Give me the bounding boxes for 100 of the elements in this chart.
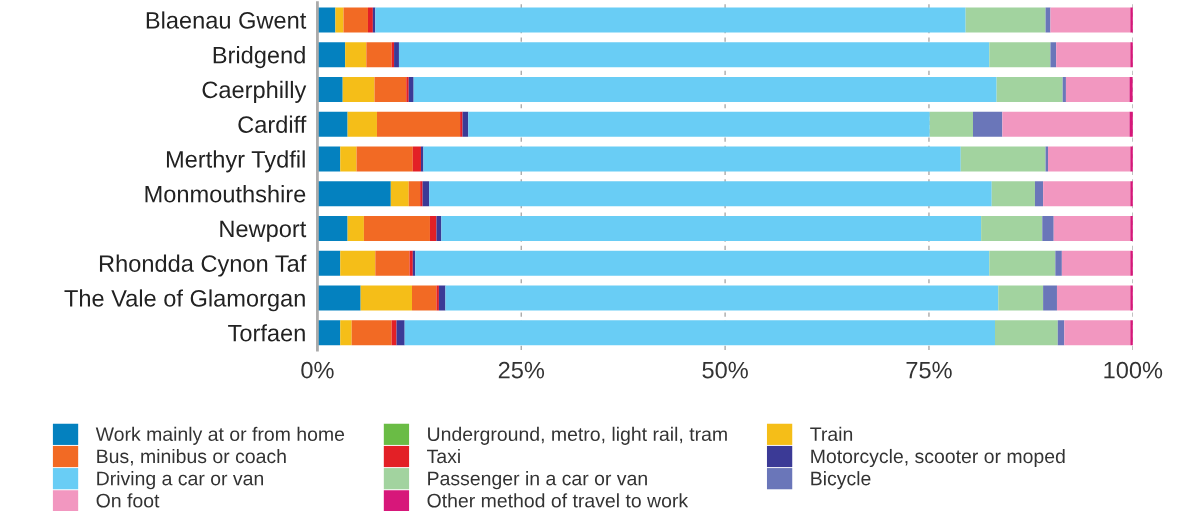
bar <box>363 215 430 241</box>
bar <box>423 146 961 172</box>
bar <box>374 76 407 102</box>
bar <box>460 111 463 137</box>
y-tick-label: Caerphilly <box>202 80 307 103</box>
bar <box>347 215 364 241</box>
y-tick-label: Rhondda Cynon Taf <box>99 254 307 277</box>
bar <box>356 146 413 172</box>
bar <box>989 250 1056 276</box>
bar <box>422 181 430 207</box>
bar <box>412 285 437 311</box>
bar <box>995 320 1058 346</box>
bar <box>317 111 348 137</box>
bar <box>408 181 421 207</box>
bar <box>436 285 439 311</box>
x-tick-label: 75% <box>906 361 952 379</box>
bar <box>391 320 397 346</box>
bar <box>1050 42 1057 68</box>
bar <box>366 42 392 68</box>
bar <box>989 42 1051 68</box>
y-tick-label: Blaenau Gwent <box>146 11 307 29</box>
bar <box>1042 215 1054 241</box>
bar <box>317 181 391 207</box>
bar <box>1057 320 1065 346</box>
bar <box>441 215 982 241</box>
bar <box>335 7 344 33</box>
y-tick-label: Merthyr Tydfil <box>166 150 305 173</box>
legend-label: On foot <box>96 493 160 508</box>
legend-label: Underground, metro, light rail, tram <box>428 426 727 445</box>
bar <box>415 250 990 276</box>
y-tick-label: Monmouthshire <box>145 185 306 203</box>
bar <box>317 76 343 102</box>
bar <box>1050 7 1131 33</box>
bar <box>413 76 997 102</box>
legend-label: Motorcycle, scooter or moped <box>811 448 1065 468</box>
bar <box>991 181 1035 207</box>
legend-label: Bus, minibus or coach <box>97 448 286 466</box>
bar <box>367 7 373 33</box>
legend-label: Other method of travel to work <box>427 493 689 508</box>
bar <box>347 111 377 137</box>
bar <box>996 76 1063 102</box>
bar <box>342 76 375 102</box>
bar <box>1064 320 1131 346</box>
x-tick-label: 0% <box>301 361 334 379</box>
x-tick-label: 50% <box>702 361 748 379</box>
legend-label: Bicycle <box>811 471 871 490</box>
bar <box>340 250 376 276</box>
bar <box>981 215 1043 241</box>
bar <box>445 285 999 311</box>
bar <box>1056 285 1131 311</box>
bar <box>998 285 1044 311</box>
y-tick-label: Torfaen <box>228 324 305 342</box>
bar <box>1053 215 1131 241</box>
bar <box>343 7 368 33</box>
bar <box>398 42 990 68</box>
bar <box>340 146 357 172</box>
bar <box>1043 181 1131 207</box>
x-tick-label: 100% <box>1104 361 1163 379</box>
bar <box>1043 285 1057 311</box>
y-tick-label: The Vale of Glamorgan <box>64 289 305 312</box>
bar <box>317 250 341 276</box>
bar <box>375 250 410 276</box>
bar <box>1065 76 1130 102</box>
bar <box>1048 146 1131 172</box>
bar <box>1056 42 1131 68</box>
bar <box>317 146 341 172</box>
bar <box>390 181 409 207</box>
y-tick-label: Cardiff <box>238 115 307 133</box>
bar <box>972 111 1003 137</box>
legend-label: Taxi <box>427 448 460 464</box>
bar <box>960 146 1046 172</box>
bar <box>317 320 341 346</box>
bar <box>404 320 995 346</box>
x-tick-label: 25% <box>498 361 545 379</box>
bar <box>317 285 361 311</box>
bar <box>438 285 446 311</box>
bar <box>429 215 437 241</box>
y-tick-label: Newport <box>220 220 307 242</box>
bar <box>412 146 421 172</box>
bar <box>965 7 1046 33</box>
bar <box>345 42 367 68</box>
bar <box>317 215 348 241</box>
legend-label: Passenger in a car or van <box>428 471 647 490</box>
bar <box>420 181 423 207</box>
bar <box>340 320 352 346</box>
legend-label: Train <box>810 426 853 442</box>
bar <box>351 320 392 346</box>
bar <box>360 285 412 311</box>
bar <box>436 215 442 241</box>
legend-label: Work mainly at or from home <box>95 426 345 445</box>
bar <box>429 181 992 207</box>
bar <box>468 111 930 137</box>
bar <box>1055 250 1062 276</box>
bar <box>408 76 414 102</box>
y-tick-label: Bridgend <box>213 46 305 69</box>
legend-label: Driving a car or van <box>97 471 263 490</box>
bar <box>1002 111 1130 137</box>
bar <box>1034 181 1044 207</box>
bar <box>376 111 461 137</box>
bar <box>394 42 399 68</box>
